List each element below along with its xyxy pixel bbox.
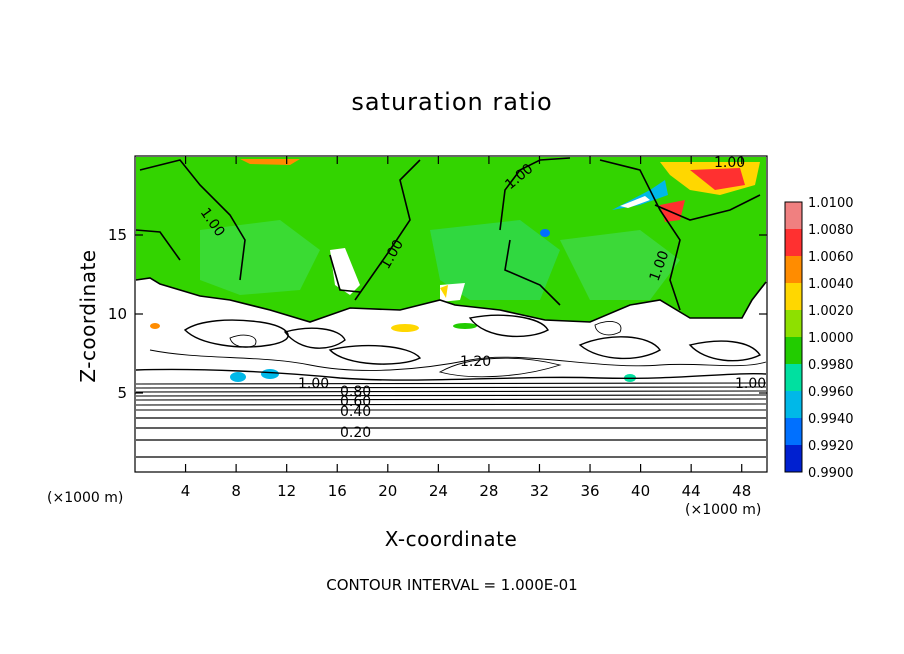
colorbar-label: 0.9960: [808, 385, 854, 400]
colorbar-label: 1.0040: [808, 277, 854, 292]
y-axis-label: Z-coordinate: [76, 249, 100, 383]
x-unit-left: (×1000 m): [47, 490, 124, 506]
x-tick-label: 36: [580, 482, 599, 500]
colorbar-swatch: [785, 310, 802, 337]
colorbar-label: 1.0080: [808, 223, 854, 238]
chart-title: saturation ratio: [351, 88, 553, 116]
colorbar-label: 0.9940: [808, 412, 854, 427]
x-tick-label: 8: [231, 482, 241, 500]
colorbar-swatch: [785, 445, 802, 472]
x-tick-label: 44: [682, 482, 701, 500]
x-tick-label: 40: [631, 482, 650, 500]
colorbar-label: 1.0100: [808, 196, 854, 211]
x-tick-label: 4: [181, 482, 191, 500]
x-tick-label: 32: [530, 482, 549, 500]
colorbar-label: 1.0000: [808, 331, 854, 346]
contour-label: 1.00: [735, 376, 766, 392]
contour-label: 1.00: [714, 155, 745, 171]
x-tick-label: 20: [378, 482, 397, 500]
x-tick-label: 16: [328, 482, 347, 500]
colorbar-label: 1.0020: [808, 304, 854, 319]
contour-label: 0.60: [340, 394, 371, 410]
x-tick-label: 12: [277, 482, 296, 500]
colorbar-label: 0.9980: [808, 358, 854, 373]
x-axis-label: X-coordinate: [384, 527, 518, 551]
colorbar-swatch: [785, 256, 802, 283]
x-tick-label: 48: [732, 482, 751, 500]
colorbar-label: 0.9900: [808, 466, 854, 481]
contour-label: 1.20: [460, 354, 491, 370]
contour-interval-note: CONTOUR INTERVAL = 1.000E-01: [326, 576, 578, 594]
colorbar: [784, 201, 803, 473]
colorbar-swatch: [785, 283, 802, 310]
y-tick-label: 5: [117, 384, 127, 402]
colorbar-swatch: [785, 202, 802, 229]
colorbar-label: 1.0060: [808, 250, 854, 265]
contour-label: 0.40: [340, 404, 371, 420]
x-unit-right: (×1000 m): [685, 502, 762, 518]
colorbar-swatch: [785, 229, 802, 256]
y-tick-label: 15: [108, 226, 127, 244]
x-tick-label: 28: [479, 482, 498, 500]
contour-label: 0.80: [340, 384, 371, 400]
x-tick-label: 24: [429, 482, 448, 500]
colorbar-frame: [784, 201, 803, 473]
contour-label: 0.20: [340, 425, 371, 441]
contour-label: 1.00: [298, 376, 329, 392]
colorbar-swatch: [785, 418, 802, 445]
colorbar-swatch: [785, 391, 802, 418]
colorbar-label: 0.9920: [808, 439, 854, 454]
y-tick-label: 10: [108, 305, 127, 323]
colorbar-swatch: [785, 364, 802, 391]
colorbar-swatch: [785, 337, 802, 364]
plot-area: 1.00 1.00 1.00 1.00 1.00 1.20 1.00 0.80 …: [134, 155, 768, 473]
